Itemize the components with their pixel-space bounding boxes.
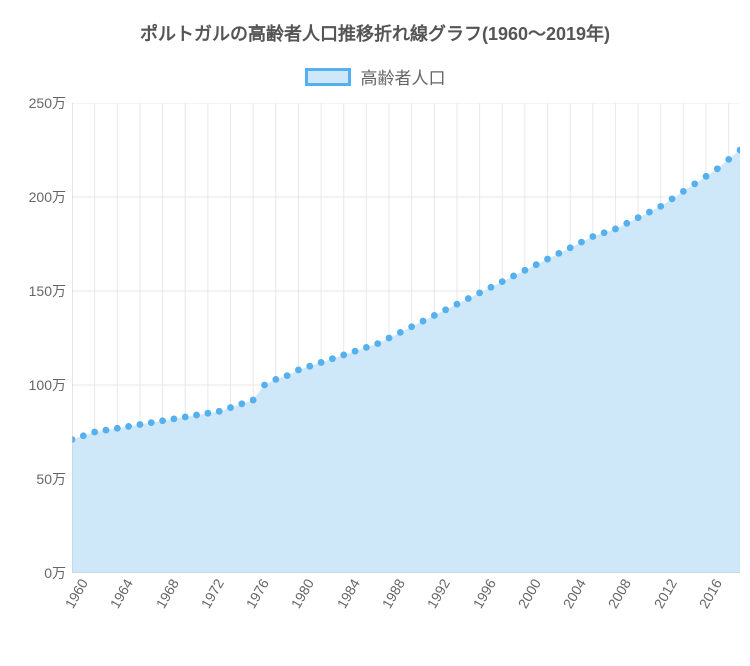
data-point [521, 267, 528, 274]
x-tick-label: 2000 [509, 573, 544, 611]
data-point [555, 250, 562, 257]
data-point [386, 335, 393, 342]
data-point [612, 226, 619, 233]
data-point [159, 417, 166, 424]
data-point [193, 412, 200, 419]
x-tick-label: 2016 [690, 573, 725, 611]
data-point [227, 404, 234, 411]
chart-title: ポルトガルの高齢者人口推移折れ線グラフ(1960～2019年) [10, 20, 740, 46]
data-point [691, 180, 698, 187]
data-point [261, 382, 268, 389]
data-point [306, 363, 313, 370]
data-point [442, 306, 449, 313]
data-point [657, 203, 664, 210]
x-tick-label: 1980 [283, 573, 318, 611]
data-point [103, 427, 110, 434]
x-tick-label: 1972 [192, 573, 227, 611]
data-point [340, 352, 347, 359]
data-point [454, 301, 461, 308]
y-tick-label: 200万 [29, 187, 72, 207]
data-point [544, 256, 551, 263]
x-tick-label: 1964 [102, 573, 137, 611]
x-tick-label: 1988 [373, 573, 408, 611]
data-point [601, 229, 608, 236]
plot-wrap: 0万50万100万150万200万250万1960196419681972197… [10, 103, 740, 573]
x-tick-label: 1984 [328, 573, 363, 611]
data-point [476, 289, 483, 296]
x-tick-label: 1976 [238, 573, 273, 611]
data-point [352, 348, 359, 355]
data-point [725, 156, 732, 163]
data-point [465, 295, 472, 302]
data-point [137, 421, 144, 428]
x-tick-label: 1996 [464, 573, 499, 611]
data-point [318, 359, 325, 366]
plot-svg [72, 103, 740, 573]
data-point [635, 214, 642, 221]
x-tick-label: 2008 [600, 573, 635, 611]
data-point [329, 355, 336, 362]
y-tick-label: 50万 [36, 469, 72, 489]
data-point [714, 165, 721, 172]
legend-label: 高齢者人口 [361, 64, 446, 89]
data-point [182, 414, 189, 421]
data-point [250, 397, 257, 404]
y-tick-label: 100万 [29, 375, 72, 395]
legend: 高齢者人口 [10, 64, 740, 89]
data-point [420, 318, 427, 325]
data-point [397, 329, 404, 336]
x-tick-label: 2012 [645, 573, 680, 611]
x-tick-label: 2004 [555, 573, 590, 611]
legend-swatch [305, 68, 351, 86]
x-tick-label: 1968 [147, 573, 182, 611]
data-point [567, 244, 574, 251]
x-tick-label: 1992 [419, 573, 454, 611]
data-point [578, 239, 585, 246]
data-point [295, 367, 302, 374]
data-point [669, 195, 676, 202]
data-point [680, 188, 687, 195]
plot-area: 0万50万100万150万200万250万1960196419681972197… [72, 103, 740, 573]
data-point [510, 273, 517, 280]
chart-container: ポルトガルの高齢者人口推移折れ線グラフ(1960～2019年) 高齢者人口 0万… [0, 0, 750, 666]
data-point [363, 344, 370, 351]
data-point [703, 173, 710, 180]
data-point [238, 400, 245, 407]
data-point [431, 312, 438, 319]
y-tick-label: 250万 [29, 93, 72, 113]
data-point [499, 278, 506, 285]
data-point [533, 261, 540, 268]
data-point [216, 408, 223, 415]
data-point [589, 233, 596, 240]
data-point [284, 372, 291, 379]
data-point [374, 340, 381, 347]
data-point [623, 220, 630, 227]
data-point [408, 323, 415, 330]
data-point [488, 284, 495, 291]
data-point [114, 425, 121, 432]
data-point [148, 419, 155, 426]
data-point [272, 376, 279, 383]
data-point [646, 209, 653, 216]
data-point [80, 432, 87, 439]
data-point [204, 410, 211, 417]
data-point [91, 429, 98, 436]
data-point [170, 415, 177, 422]
data-point [125, 423, 132, 430]
y-tick-label: 150万 [29, 281, 72, 301]
